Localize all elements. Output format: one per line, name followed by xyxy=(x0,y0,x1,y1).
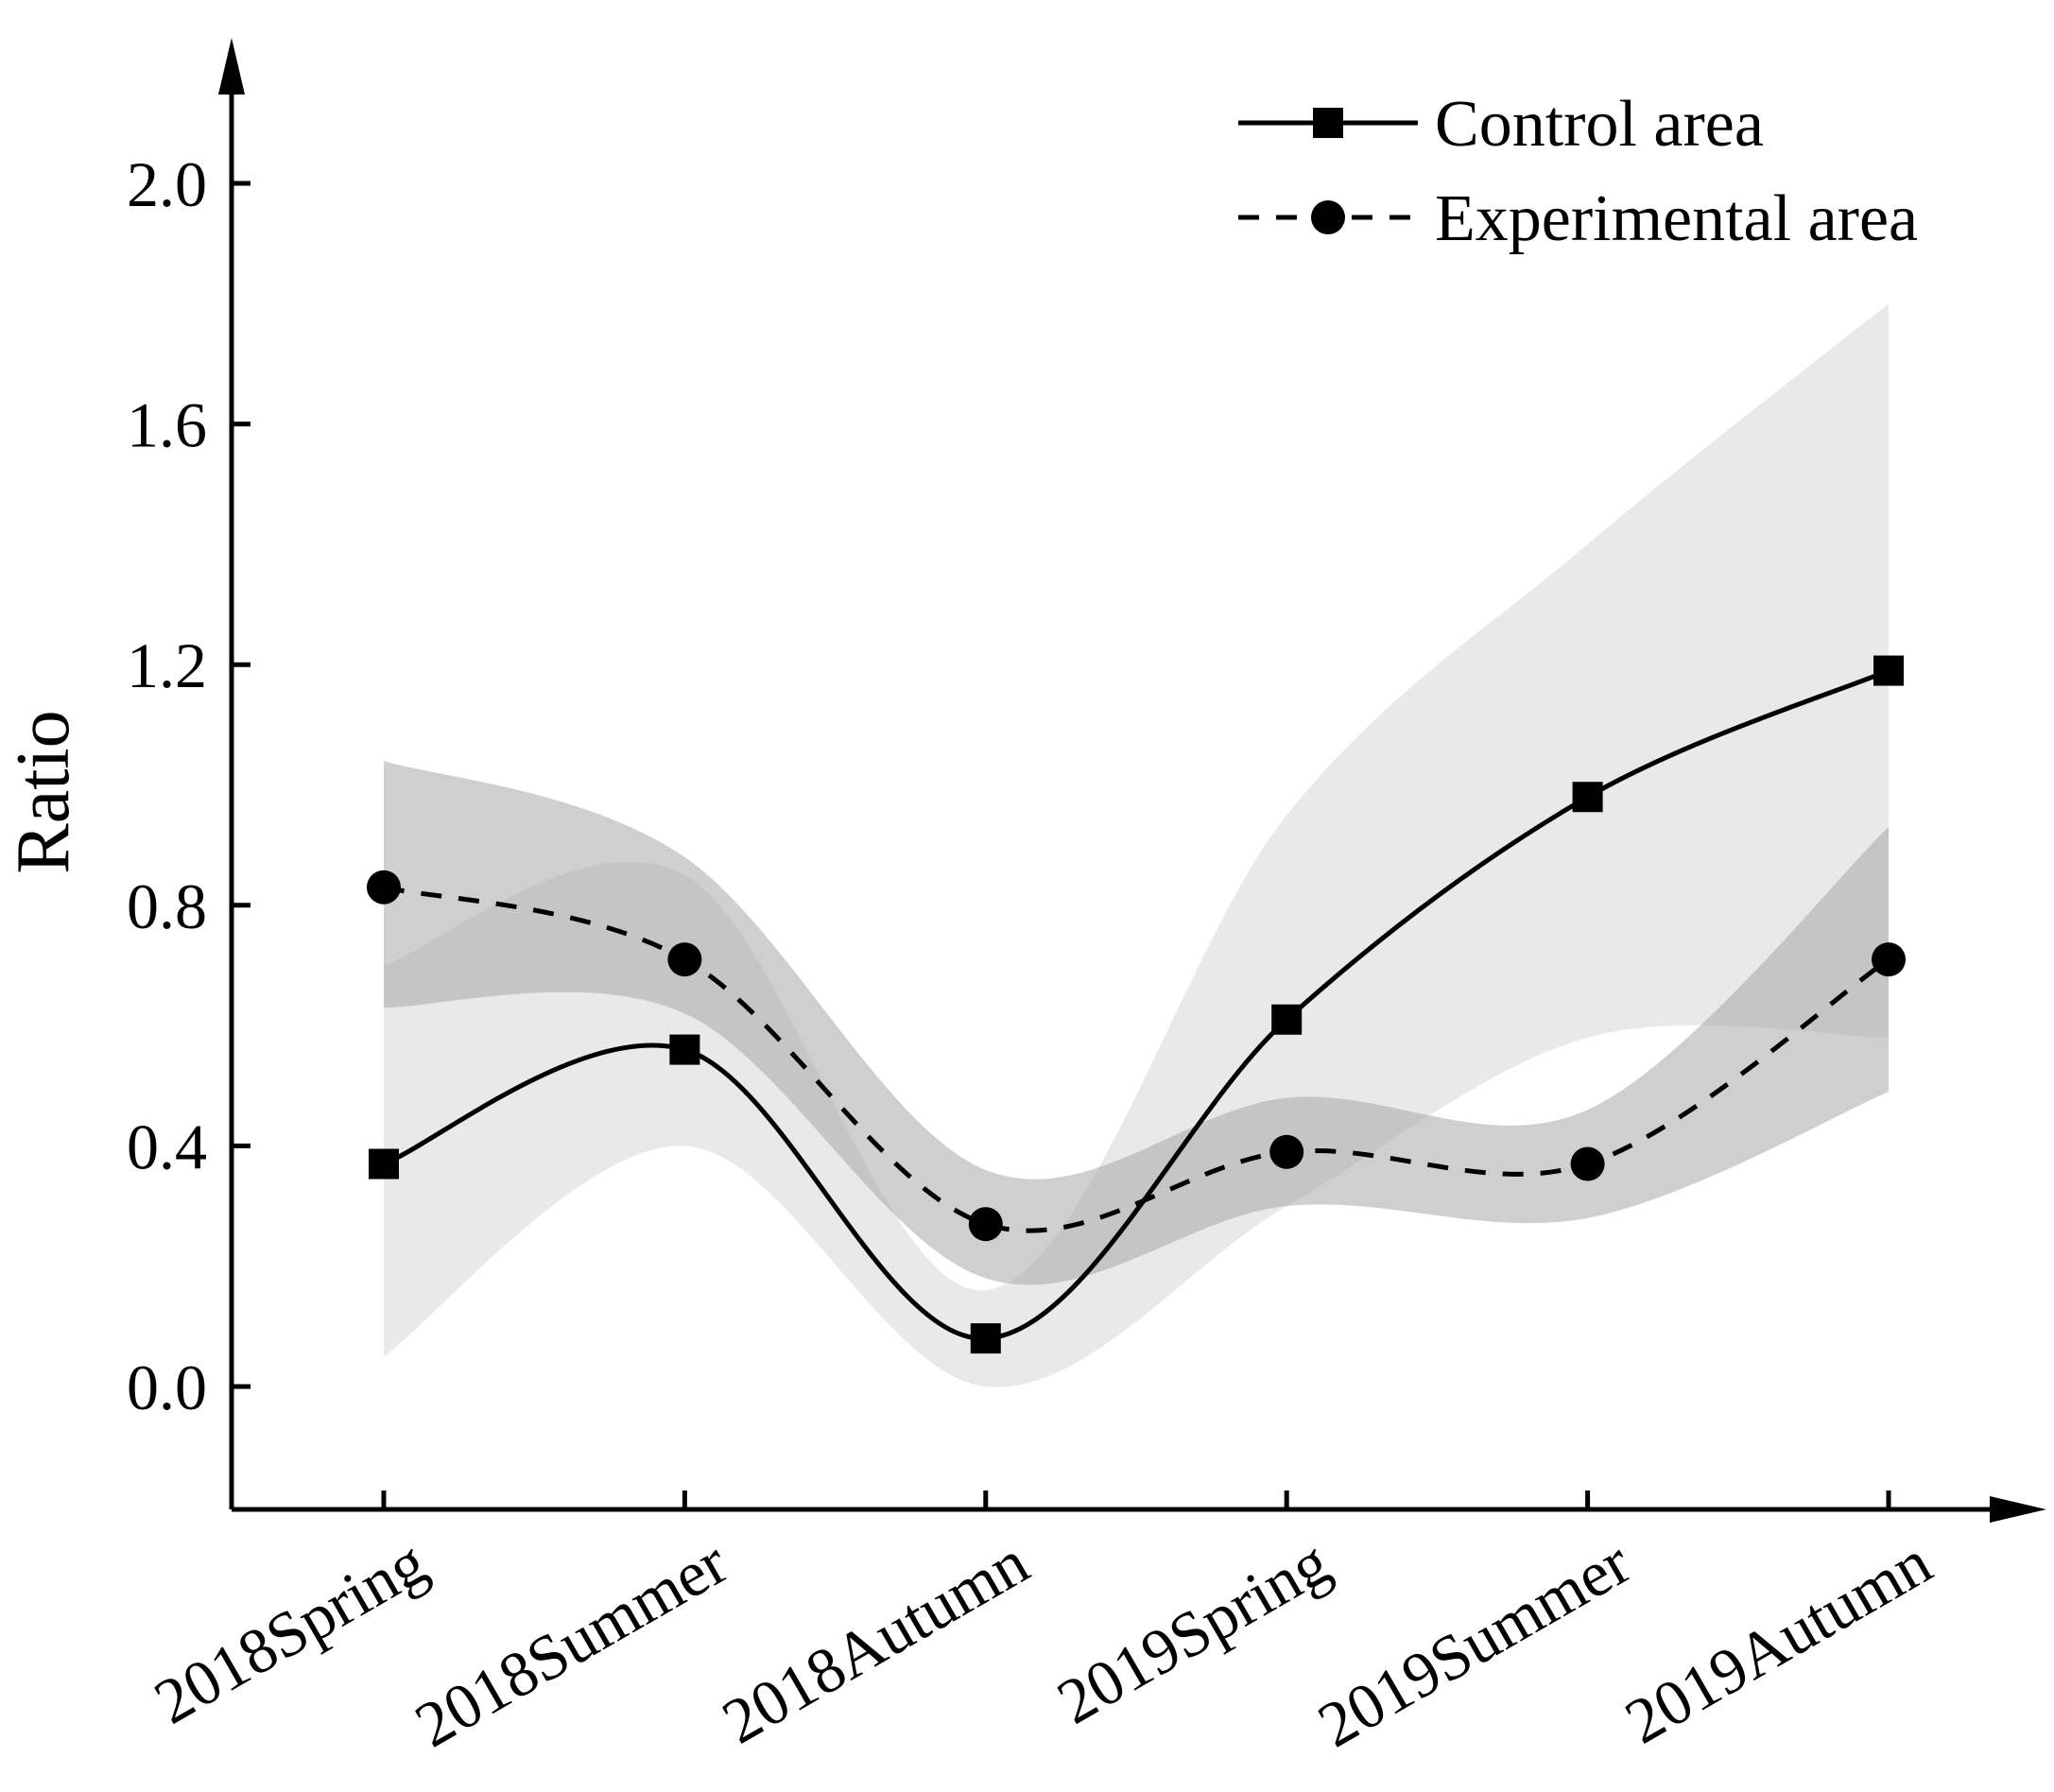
legend-label-experimental-area: Experimental area xyxy=(1435,182,1918,255)
x-tick-label: 2018Summer xyxy=(404,1525,740,1761)
band-control-area xyxy=(384,303,1889,1387)
x-tick-label: 2018Spring xyxy=(143,1525,439,1737)
point-control-area xyxy=(1873,655,1904,686)
y-tick-label: 0.4 xyxy=(127,1111,207,1182)
y-tick-label: 0.0 xyxy=(127,1352,207,1423)
point-experimental-area xyxy=(1872,942,1906,977)
legend-label-control-area: Control area xyxy=(1435,88,1764,161)
point-control-area xyxy=(669,1034,700,1065)
series-markers xyxy=(367,655,1906,1354)
point-experimental-area xyxy=(1570,1146,1605,1181)
y-tick-label: 1.2 xyxy=(127,629,207,701)
line-experimental-area xyxy=(383,885,1890,1233)
point-control-area xyxy=(1271,1004,1303,1035)
x-tick-label: 2019Autumn xyxy=(1614,1525,1943,1757)
point-experimental-area xyxy=(367,870,401,905)
confidence-bands xyxy=(384,303,1889,1387)
y-axis-arrow xyxy=(218,38,245,95)
x-axis-arrow xyxy=(1990,1496,2046,1523)
point-experimental-area xyxy=(667,942,702,977)
y-axis-title: Ratio xyxy=(2,710,85,873)
point-experimental-area xyxy=(968,1207,1003,1242)
band-experimental-area xyxy=(384,761,1889,1285)
point-control-area xyxy=(970,1323,1001,1354)
x-tick-label: 2019Summer xyxy=(1306,1525,1643,1761)
legend-marker-control-area xyxy=(1313,108,1343,138)
x-tick-label: 2019Spring xyxy=(1045,1525,1341,1737)
point-experimental-area xyxy=(1269,1134,1304,1169)
y-tick-label: 2.0 xyxy=(127,148,207,220)
legend: Control area Experimental area xyxy=(1238,88,1918,255)
y-tick-label: 1.6 xyxy=(127,389,207,461)
x-tick-label: 2018Autumn xyxy=(710,1525,1040,1757)
legend-marker-experimental-area xyxy=(1311,200,1345,234)
point-control-area xyxy=(1572,782,1603,813)
axes xyxy=(218,38,2046,1523)
y-ticks: 0.0 0.4 0.8 1.2 1.6 2.0 xyxy=(127,148,250,1423)
y-tick-label: 0.8 xyxy=(127,870,207,942)
point-control-area xyxy=(369,1148,399,1180)
